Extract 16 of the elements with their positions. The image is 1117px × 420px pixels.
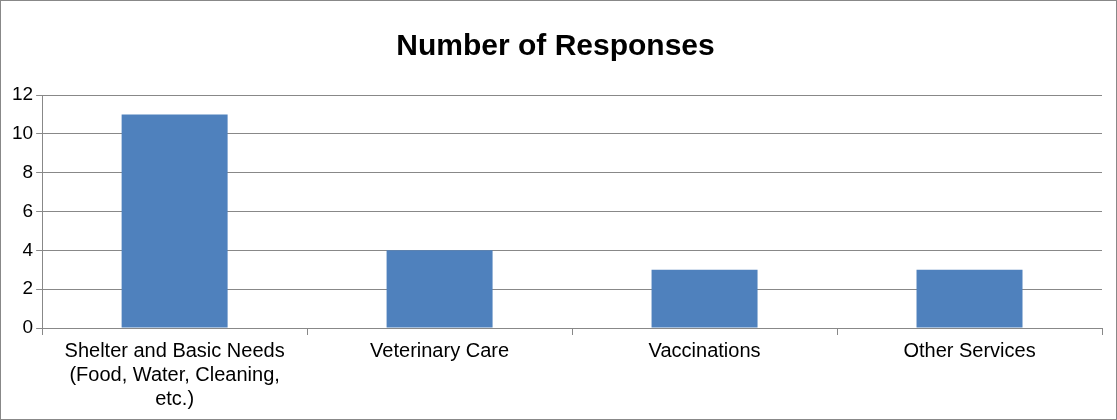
y-tick-label: 6 [22, 199, 34, 221]
bar [651, 269, 758, 328]
y-tick-label: 4 [22, 238, 34, 260]
bar [121, 114, 228, 328]
chart-title: Number of Responses [396, 28, 715, 62]
y-tick-label: 2 [22, 277, 34, 299]
y-tick-label: 10 [11, 122, 34, 144]
y-tick-label: 8 [22, 160, 34, 182]
x-tick-label: Shelter and Basic Needs (Food, Water, Cleaning, etc.) [64, 338, 285, 409]
x-tick-label: Vaccinations [648, 338, 761, 361]
bar [386, 250, 493, 328]
x-tick-label: Veterinary Care [370, 338, 510, 361]
y-tick-label: 12 [11, 83, 34, 105]
y-tick-label: 0 [22, 316, 34, 338]
x-tick-label: Other Services [903, 338, 1036, 361]
bar [916, 269, 1023, 328]
